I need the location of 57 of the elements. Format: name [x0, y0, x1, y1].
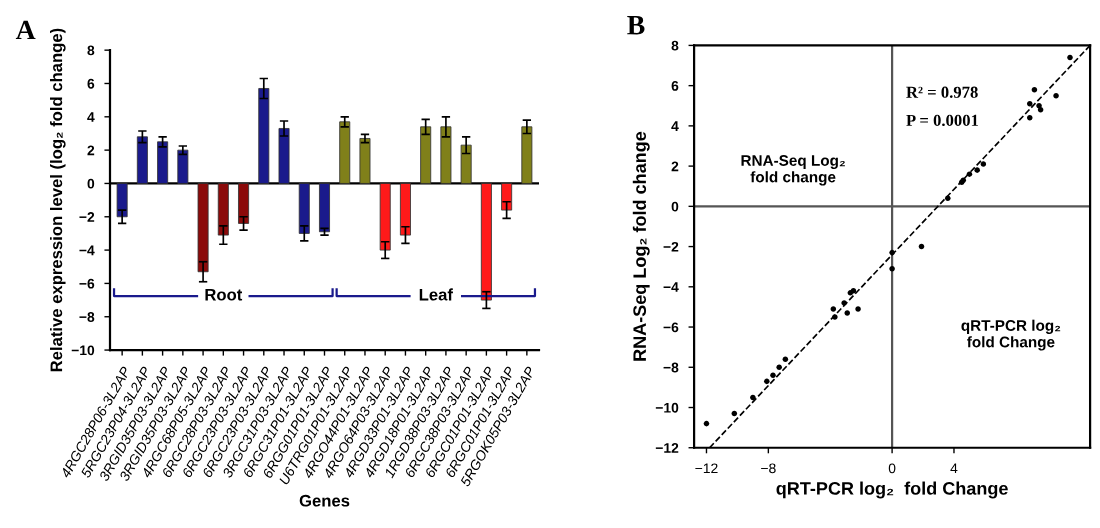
- bar: [238, 183, 250, 224]
- annotation: R² = 0.978: [906, 86, 978, 98]
- point: [1031, 86, 1038, 93]
- bar: [379, 183, 391, 251]
- point: [945, 195, 951, 202]
- bar: [278, 128, 290, 184]
- point: [776, 364, 782, 371]
- bar: [136, 136, 148, 184]
- bar: [521, 126, 533, 184]
- bar: [359, 138, 371, 184]
- point: [764, 378, 770, 385]
- point: [889, 265, 895, 272]
- point: [855, 306, 861, 312]
- bar: [399, 183, 411, 236]
- point: [782, 356, 789, 363]
- point: [844, 310, 851, 316]
- chart-title: A: [15, 20, 36, 40]
- x-axis-title: Genes: [299, 494, 350, 507]
- point: [1026, 100, 1033, 107]
- bar: [116, 183, 128, 218]
- bar: [258, 88, 270, 184]
- annotation: Leaf: [419, 288, 453, 301]
- point: [841, 300, 847, 306]
- point: [770, 372, 776, 379]
- point: [974, 167, 980, 173]
- bar: [420, 126, 432, 184]
- point: [750, 394, 756, 401]
- x-axis-title: qRT-PCR log₂ fold Change: [776, 481, 1008, 499]
- annotation: P = 0.0001: [906, 114, 979, 127]
- bar: [177, 149, 189, 184]
- y-axis-title: RNA-Seq Log₂ fold change: [632, 131, 650, 361]
- bar: [440, 126, 452, 184]
- point: [918, 243, 925, 250]
- bar: [501, 183, 513, 211]
- point: [731, 410, 738, 417]
- point: [889, 249, 895, 256]
- annotation: Root: [205, 288, 243, 301]
- point: [1037, 107, 1044, 113]
- point: [830, 306, 837, 312]
- point: [1053, 92, 1059, 99]
- bar: [339, 121, 351, 184]
- point: [1036, 102, 1042, 109]
- point: [1067, 54, 1073, 61]
- y-axis-title: Relative expression level (log₂ fold change): [50, 28, 66, 372]
- bar: [480, 183, 492, 301]
- point: [966, 171, 973, 177]
- point: [832, 314, 838, 320]
- chart-title: B: [627, 16, 645, 35]
- bar: [298, 183, 310, 234]
- bar: [319, 183, 330, 233]
- point: [1026, 115, 1033, 121]
- point: [703, 420, 710, 427]
- point: [980, 161, 987, 167]
- bar: [157, 141, 169, 184]
- bar: [460, 144, 472, 184]
- bar: [197, 183, 209, 273]
- bar: [217, 183, 229, 236]
